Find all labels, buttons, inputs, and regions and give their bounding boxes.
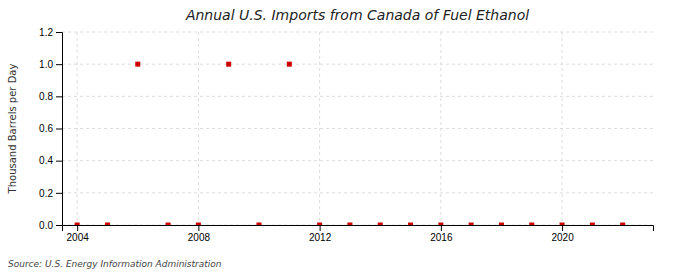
points: [75, 62, 626, 225]
tick-label: 0.8: [39, 91, 53, 102]
tick-mark: [562, 225, 563, 231]
tick: 0.8: [39, 91, 62, 102]
point: [590, 223, 595, 226]
grid: [62, 32, 653, 225]
tick-label: 2008: [188, 232, 211, 243]
grid-line: [319, 32, 320, 225]
title: Annual U.S. Imports from Canada of Fuel …: [185, 7, 529, 23]
tick: 1.0: [39, 59, 62, 70]
grid-line: [62, 192, 653, 193]
point: [287, 62, 292, 67]
tick: 0.0: [39, 220, 62, 231]
tick: 2012: [309, 225, 332, 243]
point: [620, 223, 625, 226]
y-axis-title: Thousand Barrels per Day: [7, 64, 18, 195]
axis-line: [63, 226, 654, 232]
point: [317, 223, 322, 226]
tick-mark: [56, 64, 62, 65]
tick-mark: [441, 225, 442, 231]
grid-line: [440, 32, 441, 225]
tick-mark: [56, 32, 62, 33]
chart: 2004 2008 2012 2016 2020 0.0 0.2 0.4 0.6 0.8 1.0 1.…: [0, 0, 675, 275]
point: [560, 223, 565, 226]
tick-mark: [320, 225, 321, 231]
point: [438, 223, 443, 226]
point: [378, 223, 383, 226]
point: [196, 223, 201, 226]
y-axis: 0.0 0.2 0.4 0.6 0.8 1.0 1.2: [39, 27, 62, 231]
grid-line: [62, 96, 653, 97]
tick-mark: [56, 96, 62, 97]
tick-label: 2012: [309, 232, 332, 243]
tick-label: 1.0: [39, 59, 53, 70]
point: [105, 223, 110, 226]
tick-mark: [56, 129, 62, 130]
tick-mark: [56, 161, 62, 162]
grid-line: [562, 32, 563, 225]
point: [166, 223, 171, 226]
point: [408, 223, 413, 226]
tick-label: 0.2: [39, 188, 53, 199]
annotation: Source: U.S. Energy Information Administ…: [8, 259, 222, 269]
grid-line: [62, 64, 653, 65]
grid-line: [62, 32, 653, 33]
tick-label: 2004: [67, 232, 90, 243]
grid-line: [62, 128, 653, 129]
point: [347, 223, 352, 226]
tick: 2008: [188, 225, 211, 243]
grid-line: [77, 32, 78, 225]
tick-mark: [77, 225, 78, 231]
point: [75, 223, 80, 226]
axis-line: [56, 33, 63, 226]
point: [469, 223, 474, 226]
tick-label: 0.6: [39, 123, 53, 134]
point: [499, 223, 504, 226]
point: [226, 62, 231, 67]
tick: 0.4: [39, 155, 62, 166]
plot: 2004 2008 2012 2016 2020 0.0 0.2 0.4 0.6 0.8 1.0 1.…: [39, 27, 653, 243]
tick-label: 0.0: [39, 220, 53, 231]
point: [529, 223, 534, 226]
x-axis: 2004 2008 2012 2016 2020: [63, 225, 654, 243]
grid-line: [62, 160, 653, 161]
tick-label: 0.4: [39, 155, 53, 166]
tick: 0.6: [39, 123, 62, 134]
tick: 1.2: [39, 27, 62, 38]
tick-label: 2020: [551, 232, 574, 243]
point: [257, 223, 262, 226]
tick: 2020: [551, 225, 574, 243]
tick-mark: [198, 225, 199, 231]
tick: 0.2: [39, 188, 62, 199]
tick-label: 2016: [430, 232, 453, 243]
grid-line: [198, 32, 199, 225]
tick: 2016: [430, 225, 453, 243]
tick-mark: [56, 225, 62, 226]
tick-mark: [56, 193, 62, 194]
tick-label: 1.2: [39, 27, 53, 38]
point: [135, 62, 140, 67]
tick: 2004: [67, 225, 90, 243]
